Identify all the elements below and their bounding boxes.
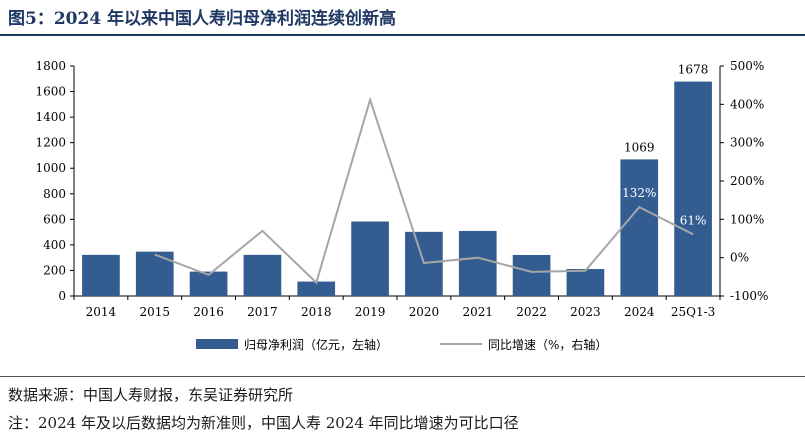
chart: 0 200 400 600 800 1000 1200 1400 1600 1800 -100% 0%… bbox=[35, 59, 768, 352]
x-tick-label: 2014 bbox=[86, 305, 117, 319]
chart-axes: 0 200 400 600 800 1000 1200 1400 1600 1800 -100% 0%… bbox=[35, 59, 768, 319]
x-tick-label: 2015 bbox=[139, 305, 170, 319]
bar bbox=[620, 159, 659, 296]
x-tick-label: 2017 bbox=[247, 305, 278, 319]
x-tick-label: 25Q1-3 bbox=[671, 305, 715, 319]
y-left-tick-label: 800 bbox=[43, 187, 66, 201]
y-right-tick-label: -100% bbox=[730, 289, 768, 303]
y-left-tick-label: 1600 bbox=[35, 85, 66, 99]
y-right-tick-label: 0% bbox=[730, 251, 749, 265]
y-left-tick-label: 1400 bbox=[35, 110, 66, 124]
y-left-tick-label: 400 bbox=[43, 238, 66, 252]
growth-line bbox=[154, 96, 694, 285]
chart-title: 图5：2024 年以来中国人寿归母净利润连续创新高 bbox=[8, 9, 397, 29]
footer-rule bbox=[0, 376, 805, 377]
x-tick-label: 2022 bbox=[516, 305, 547, 319]
bar bbox=[458, 230, 497, 296]
data-source: 数据来源：中国人寿财报，东吴证券研究所 bbox=[8, 386, 294, 404]
legend: 归母净利润（亿元，左轴） 同比增速（%，右轴） bbox=[196, 337, 607, 352]
bar-value-label: 1678 bbox=[678, 63, 709, 77]
y-right-tick-label: 100% bbox=[730, 212, 764, 226]
x-tick-label: 2020 bbox=[409, 305, 440, 319]
title-rule bbox=[0, 34, 805, 36]
bar bbox=[297, 281, 336, 296]
x-tick-label: 2024 bbox=[624, 305, 655, 319]
y-left-tick-label: 0 bbox=[58, 289, 66, 303]
bar bbox=[82, 254, 120, 296]
y-left-tick-label: 1200 bbox=[35, 136, 66, 150]
legend-swatch-bar bbox=[196, 339, 238, 349]
bar bbox=[674, 81, 712, 296]
line-value-label: 132% bbox=[622, 186, 656, 200]
bar-value-label: 1069 bbox=[624, 140, 655, 154]
y-left-tick-label: 200 bbox=[43, 263, 66, 277]
bar bbox=[351, 221, 389, 296]
y-right-tick-label: 300% bbox=[730, 136, 764, 150]
x-tick-label: 2021 bbox=[462, 305, 493, 319]
bar-series bbox=[82, 81, 712, 296]
bar bbox=[135, 251, 174, 296]
x-tick-label: 2023 bbox=[570, 305, 601, 319]
y-right-tick-label: 500% bbox=[730, 59, 764, 73]
line-series bbox=[154, 96, 694, 285]
footnote: 注：2024 年及以后数据均为新准则，中国人寿 2024 年同比增速为可比口径 bbox=[8, 414, 519, 432]
y-left-tick-label: 1800 bbox=[35, 59, 66, 73]
legend-label-line: 同比增速（%，右轴） bbox=[488, 337, 607, 352]
bar bbox=[512, 254, 551, 296]
x-tick-label: 2019 bbox=[355, 305, 386, 319]
bar bbox=[243, 254, 282, 296]
data-labels: 1069 1678 132% 61% bbox=[622, 63, 708, 228]
x-tick-label: 2016 bbox=[193, 305, 224, 319]
line-value-label: 61% bbox=[680, 213, 707, 227]
y-left-tick-label: 600 bbox=[43, 212, 66, 226]
y-left-tick-label: 1000 bbox=[35, 161, 66, 175]
legend-label-bar: 归母净利润（亿元，左轴） bbox=[244, 337, 388, 352]
y-right-tick-label: 400% bbox=[730, 97, 764, 111]
bar bbox=[566, 269, 605, 296]
x-tick-label: 2018 bbox=[301, 305, 332, 319]
y-right-tick-label: 200% bbox=[730, 174, 764, 188]
